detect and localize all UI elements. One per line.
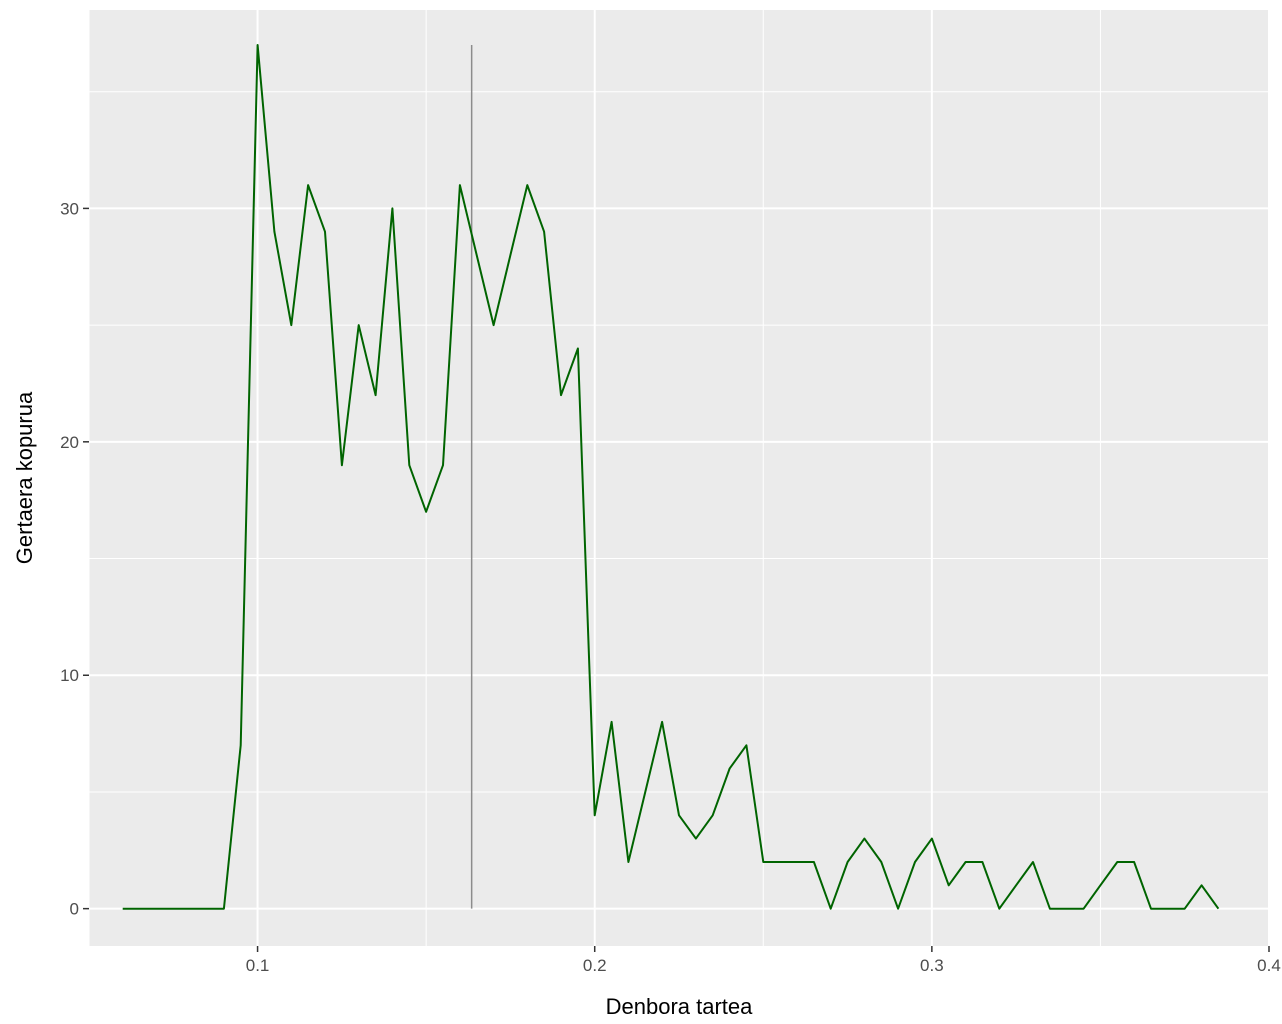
data-point	[375, 394, 377, 396]
data-point	[257, 44, 259, 46]
data-point	[931, 838, 933, 840]
data-point	[1049, 908, 1051, 910]
data-point	[408, 464, 410, 466]
panel-background	[89, 10, 1269, 946]
data-point	[1083, 908, 1085, 910]
data-point	[425, 511, 427, 513]
data-point	[981, 861, 983, 863]
x-tick-label: 0.3	[920, 956, 944, 975]
data-point	[1015, 884, 1017, 886]
data-point	[745, 744, 747, 746]
data-point	[509, 254, 511, 256]
data-point	[526, 184, 528, 186]
data-point	[661, 721, 663, 723]
data-point	[172, 908, 174, 910]
minor-gridlines	[88, 10, 1269, 946]
data-point	[627, 861, 629, 863]
data-point	[796, 861, 798, 863]
data-point	[1201, 884, 1203, 886]
data-point	[442, 464, 444, 466]
data-point	[762, 861, 764, 863]
data-point	[189, 908, 191, 910]
data-point	[830, 908, 832, 910]
data-point	[307, 184, 309, 186]
data-point	[695, 838, 697, 840]
data-point	[240, 744, 242, 746]
data-point	[577, 347, 579, 349]
data-point	[206, 908, 208, 910]
data-point	[897, 908, 899, 910]
data-point	[729, 768, 731, 770]
data-point	[1133, 861, 1135, 863]
data-point	[998, 908, 1000, 910]
data-point	[560, 394, 562, 396]
data-point	[914, 861, 916, 863]
data-point	[122, 908, 124, 910]
x-tick-label: 0.4	[1257, 956, 1281, 975]
data-point	[863, 838, 865, 840]
data-point	[493, 324, 495, 326]
data-point	[391, 207, 393, 209]
data-point	[324, 231, 326, 233]
data-point	[1116, 861, 1118, 863]
data-point	[611, 721, 613, 723]
data-point	[1066, 908, 1068, 910]
y-tick-label: 20	[60, 433, 79, 452]
y-tick-label: 10	[60, 666, 79, 685]
data-point	[1032, 861, 1034, 863]
data-point	[880, 861, 882, 863]
data-point	[341, 464, 343, 466]
x-tick-label: 0.2	[583, 956, 607, 975]
series-line	[122, 44, 1220, 910]
data-point	[1167, 908, 1169, 910]
data-point	[358, 324, 360, 326]
data-point	[948, 884, 950, 886]
data-point	[1184, 908, 1186, 910]
x-tick-label: 0.1	[246, 956, 270, 975]
data-point	[712, 814, 714, 816]
data-point	[965, 861, 967, 863]
data-point	[1217, 908, 1219, 910]
data-point	[644, 791, 646, 793]
data-point	[813, 861, 815, 863]
data-point	[273, 231, 275, 233]
data-point	[290, 324, 292, 326]
y-tick-label: 30	[60, 199, 79, 218]
data-point	[223, 908, 225, 910]
data-point	[543, 231, 545, 233]
y-tick-label: 0	[70, 900, 79, 919]
data-point	[847, 861, 849, 863]
data-point	[139, 908, 141, 910]
data-point	[476, 254, 478, 256]
y-axis-title: Gertaera kopurua	[12, 391, 37, 564]
x-axis-title: Denbora tartea	[606, 994, 754, 1019]
data-point	[155, 908, 157, 910]
data-point	[678, 814, 680, 816]
data-point	[1099, 884, 1101, 886]
data-point	[594, 814, 596, 816]
data-point	[459, 184, 461, 186]
data-point	[1150, 908, 1152, 910]
y-axis-ticks: 0 10 20 30	[60, 199, 89, 919]
data-point	[779, 861, 781, 863]
x-axis-ticks: 0.1 0.2 0.3 0.4	[246, 946, 1281, 975]
